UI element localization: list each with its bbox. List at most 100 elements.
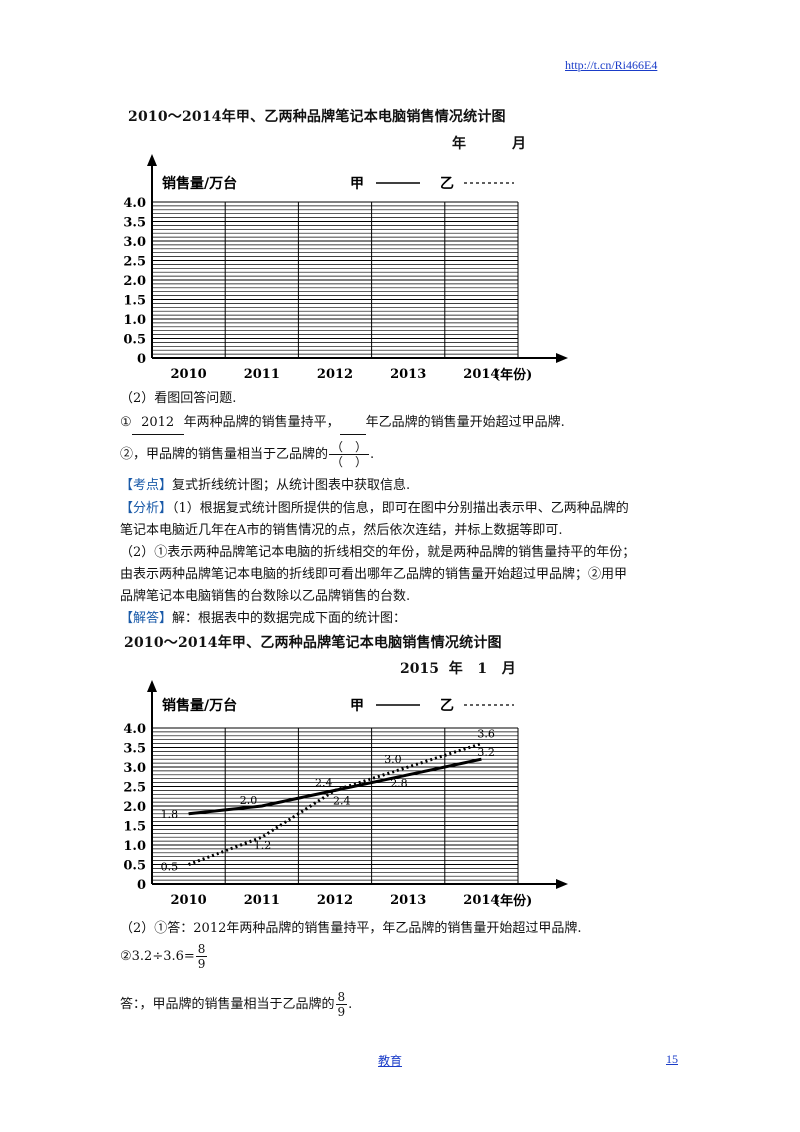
jieda-tag: 【解答】 — [120, 611, 173, 626]
question-line1-prefix: ① — [120, 415, 132, 430]
jieda: 【解答】解：根据表中的数据完成下面的统计图： — [120, 608, 406, 630]
legend-jia-label: 甲 — [350, 698, 364, 714]
chart-y-tick: 0 — [137, 878, 146, 893]
blank-legend-jia: 甲 — [350, 176, 364, 192]
question-line1-middle: 年两种品牌的销售量持平， — [183, 415, 340, 430]
chart-y-tick: 1.0 — [123, 839, 146, 854]
chart-series: 1.8 2.0 2.4 2.8 3.2 0.5 1.2 2.4 3.0 3.6 — [161, 728, 495, 874]
blank-x-tick: 2014 — [463, 367, 499, 382]
answer-line2-prefix: ②3.2÷3.6= — [120, 949, 195, 964]
question-line1: ① 2012 年两种品牌的销售量持平， 年乙品牌的销售量开始超过甲品牌. — [120, 412, 565, 435]
chart-date-year: 2015 — [400, 661, 439, 677]
chart-x-tick: 2012 — [317, 893, 353, 908]
data-label-jia: 3.2 — [477, 746, 495, 759]
data-label-yi: 2.4 — [333, 794, 351, 807]
jieda-text: 解：根据表中的数据完成下面的统计图： — [172, 611, 407, 626]
chart-y-tick: 3.0 — [123, 761, 146, 776]
chart-y-tick: 3.5 — [123, 742, 146, 757]
chart-x-tick: 2010 — [171, 893, 207, 908]
data-label-jia: 1.8 — [161, 808, 179, 821]
blank-legend-yi: 乙 — [440, 176, 454, 192]
blank-chart: 销售量/万台 甲 乙 0 0.5 1.0 1.5 2.0 2.5 3.0 3.5 4.0 201… — [123, 154, 568, 383]
chart-title: 2010～2014年甲、乙两种品牌笔记本电脑销售情况统计图 — [124, 635, 502, 651]
answer-line3-prefix: 答：，甲品牌的销售量相当于乙品牌的 — [120, 997, 335, 1012]
kaodian: 【考点】复式折线统计图；从统计图表中获取信息. — [120, 475, 410, 497]
blank-y-tick-labels: 0 0.5 1.0 1.5 2.0 2.5 3.0 3.5 4.0 — [123, 196, 146, 367]
chart-grid — [152, 727, 519, 884]
fenxi-tag: 【分析】 — [120, 501, 173, 516]
blank-ylabel: 销售量/万台 — [162, 175, 237, 192]
question-fraction: （ ）（ ） — [329, 440, 370, 469]
blank-chart-year-label: 年 — [452, 136, 467, 152]
question-line2-prefix: ②，甲品牌的销售量相当于乙品牌的 — [120, 447, 329, 462]
question-fraction-den: （ ） — [331, 455, 368, 469]
chart-date-year-label: 年 — [448, 661, 463, 677]
chart-y-tick: 2.0 — [123, 800, 146, 815]
chart-y-tick-labels: 0 0.5 1.0 1.5 2.0 2.5 3.0 3.5 4.0 — [123, 722, 146, 893]
blank-x-tick: 2011 — [244, 367, 280, 382]
question-line1-suffix: 年乙品牌的销售量开始超过甲品牌. — [365, 415, 565, 430]
footer-center-link[interactable]: 教育 — [378, 1054, 403, 1068]
blank-chart-month-label: 月 — [512, 136, 527, 152]
chart-xlabel: (年份) — [494, 893, 532, 909]
answer-line2: ②3.2÷3.6= 8 9 — [120, 942, 208, 971]
blank-y-axis-arrow — [147, 154, 157, 166]
blank-y-tick: 2.0 — [123, 274, 146, 289]
fenxi-line1: 【分析】（1）根据复式统计图所提供的信息，即可在图中分别描出表示甲、乙两种品牌的 — [120, 498, 629, 520]
chart-ylabel: 销售量/万台 — [162, 697, 237, 714]
question-line2-suffix: . — [370, 447, 375, 462]
answer-line3-suffix: . — [348, 997, 353, 1012]
blank-x-tick-labels: 2010 2011 2012 2013 2014 — [171, 367, 500, 382]
answer-line3: 答：，甲品牌的销售量相当于乙品牌的 8 9. — [120, 990, 352, 1019]
chart-y-tick: 1.5 — [123, 820, 146, 835]
blank-xlabel: (年份) — [494, 367, 532, 383]
blank-y-tick: 3.0 — [123, 235, 146, 250]
chart-x-tick-labels: 2010 2011 2012 2013 2014 — [171, 893, 500, 908]
chart-date-month-label: 月 — [501, 661, 516, 677]
data-label-yi: 3.6 — [477, 728, 495, 741]
answer-fraction-1-den: 9 — [197, 957, 206, 971]
blank-x-axis-arrow — [556, 353, 568, 363]
series-yi-line — [188, 742, 482, 866]
answer-fraction-2-num: 8 — [335, 990, 348, 1005]
blank-x-tick: 2013 — [390, 367, 426, 382]
question-line2: ②，甲品牌的销售量相当于乙品牌的（ ）（ ）. — [120, 440, 374, 469]
answer-line1: （2）①答：2012年两种品牌的销售量持平，年乙品牌的销售量开始超过甲品牌. — [120, 921, 582, 936]
data-label-yi: 1.2 — [254, 839, 271, 852]
fenxi-text1: （1）根据复式统计图所提供的信息，即可在图中分别描出表示甲、乙两种品牌的 — [172, 501, 629, 516]
blank-y-tick: 3.5 — [123, 216, 146, 231]
blank-y-tick: 0.5 — [123, 333, 146, 348]
data-label-yi: 3.0 — [384, 753, 402, 766]
blank-y-tick: 1.5 — [123, 294, 146, 309]
chart-date-month: 1 — [477, 661, 488, 677]
question-blank2 — [339, 412, 366, 435]
question-blank1: 2012 — [131, 412, 184, 435]
question-heading: （2）看图回答问题. — [120, 391, 237, 406]
kaodian-text: 复式折线统计图；从统计图表中获取信息. — [172, 478, 411, 493]
chart-x-tick: 2011 — [244, 893, 280, 908]
blank-x-tick: 2010 — [171, 367, 207, 382]
blank-x-tick: 2012 — [317, 367, 353, 382]
blank-chart-grid — [152, 201, 519, 358]
chart-y-tick: 0.5 — [123, 859, 146, 874]
data-label-jia: 2.0 — [240, 794, 257, 807]
fenxi-line5: 品牌笔记本电脑销售的台数除以乙品牌销售的台数. — [120, 589, 411, 604]
header-url[interactable]: http://t.cn/Ri466E4 — [565, 58, 658, 72]
chart-x-axis-arrow — [556, 879, 568, 889]
chart-y-axis-arrow — [147, 680, 157, 692]
chart-y-tick: 2.5 — [123, 781, 146, 796]
data-label-yi: 0.5 — [161, 861, 179, 874]
chart-x-tick: 2013 — [390, 893, 426, 908]
blank-y-tick: 0 — [137, 352, 146, 367]
blank-y-tick: 2.5 — [123, 255, 146, 270]
answer-fraction-1-num: 8 — [195, 942, 208, 957]
page-number: 15 — [666, 1052, 678, 1066]
answer-fraction-2-den: 9 — [337, 1005, 346, 1019]
data-label-jia: 2.4 — [315, 776, 333, 789]
chart-date: 2015 年 1 月 — [400, 658, 516, 678]
fenxi-line4: 由表示两种品牌笔记本电脑的折线即可看出哪年乙品牌的销售量开始超过甲品牌；②用甲 — [120, 567, 628, 582]
blank-y-tick: 4.0 — [123, 196, 146, 211]
line-chart: 销售量/万台 甲 乙 0 0.5 1.0 1.5 2.0 2.5 3.0 3.5 4.0 201… — [123, 680, 568, 909]
